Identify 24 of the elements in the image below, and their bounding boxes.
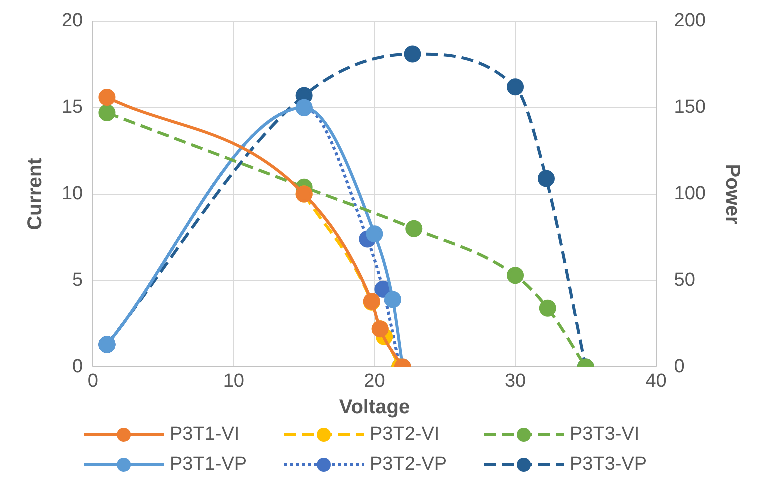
y-axis-title: Current [24,158,47,230]
legend-label: P3T2-VI [370,424,440,446]
y2-tick-label: 50 [674,270,696,291]
y-tick-label: 10 [62,184,84,205]
x-tick-label: 10 [223,370,244,392]
x-tick-label: 0 [88,370,98,392]
x-tick-label: 30 [504,370,526,392]
x-tick-label: 20 [364,370,386,392]
y-tick-label: 20 [62,10,84,32]
y-tick-label: 0 [72,356,84,378]
y2-axis-title: Power [721,164,744,225]
legend-label: P3T3-VP [570,454,648,476]
y-tick-label: 15 [62,97,84,118]
legend-label: P3T1-VI [170,424,240,446]
legend-label: P3T2-VP [370,454,448,476]
y2-tick-label: 150 [674,97,706,118]
x-axis-title: Voltage [339,396,410,419]
y2-tick-label: 0 [674,356,685,378]
legend-label: P3T1-VP [170,454,248,476]
legend-label: P3T3-VI [570,424,640,446]
y2-tick-label: 200 [674,10,706,32]
x-tick-label: 40 [646,370,667,392]
y2-tick-label: 100 [674,184,706,205]
y-tick-label: 5 [72,270,84,291]
